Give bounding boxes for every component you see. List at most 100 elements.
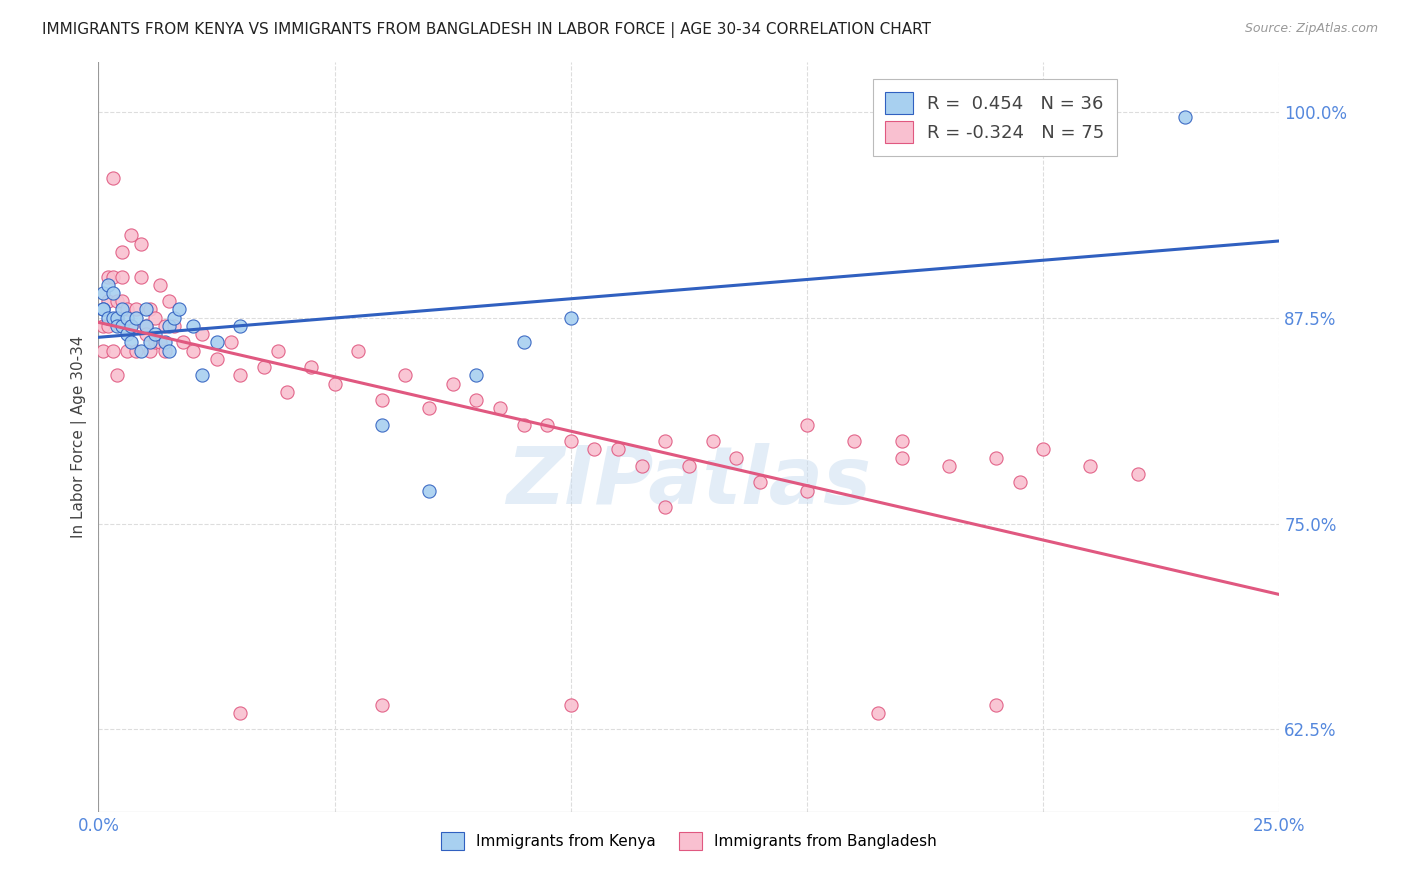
Point (153, 335, 176, 350)
Point (678, 458, 700, 473)
Point (129, 236, 152, 251)
Point (418, 401, 440, 416)
Point (748, 475, 770, 490)
Point (101, 170, 124, 185)
Point (111, 302, 134, 317)
Point (219, 335, 242, 350)
Point (181, 343, 204, 358)
Point (607, 442, 630, 457)
Point (97, 310, 120, 325)
Point (560, 310, 582, 325)
Point (121, 318, 143, 333)
Text: IMMIGRANTS FROM KENYA VS IMMIGRANTS FROM BANGLADESH IN LABOR FORCE | AGE 30-34 C: IMMIGRANTS FROM KENYA VS IMMIGRANTS FROM… (42, 22, 931, 38)
Point (347, 343, 370, 358)
Point (139, 335, 162, 350)
Point (489, 401, 512, 416)
Point (153, 343, 176, 358)
Point (91, 285, 114, 300)
Point (121, 335, 143, 350)
Point (115, 310, 138, 325)
Point (167, 302, 190, 317)
Point (536, 417, 558, 432)
Point (97, 318, 120, 333)
Point (205, 335, 228, 350)
Point (512, 335, 534, 350)
Point (111, 244, 134, 259)
Point (97, 277, 120, 292)
Point (105, 294, 128, 309)
Point (149, 335, 172, 350)
Point (115, 343, 138, 358)
Point (157, 343, 180, 358)
Point (984, 450, 1007, 465)
Point (143, 327, 166, 342)
Point (111, 269, 134, 284)
Text: Source: ZipAtlas.com: Source: ZipAtlas.com (1244, 22, 1378, 36)
Point (139, 302, 162, 317)
Point (583, 442, 606, 457)
Point (276, 384, 298, 399)
Point (139, 343, 162, 358)
Point (229, 706, 252, 720)
Point (1032, 442, 1054, 457)
Point (101, 343, 124, 358)
Point (157, 318, 180, 333)
Point (163, 310, 186, 325)
Point (91, 302, 114, 317)
Point (890, 434, 912, 449)
Point (371, 392, 394, 407)
Point (630, 458, 652, 473)
Point (163, 318, 186, 333)
Point (121, 318, 143, 333)
Point (97, 294, 120, 309)
Point (101, 310, 124, 325)
Point (105, 310, 128, 325)
Point (844, 434, 866, 449)
Point (654, 434, 676, 449)
Point (125, 302, 148, 317)
Point (157, 294, 180, 309)
Point (153, 318, 176, 333)
Point (560, 434, 582, 449)
Point (97, 269, 120, 284)
Point (299, 360, 322, 375)
Point (465, 368, 488, 383)
Point (91, 318, 114, 333)
Point (229, 318, 252, 333)
Point (560, 698, 582, 712)
Point (129, 269, 152, 284)
Point (229, 368, 252, 383)
Point (143, 335, 166, 350)
Point (205, 351, 228, 366)
Point (796, 417, 818, 432)
Point (267, 343, 290, 358)
Point (101, 269, 124, 284)
Text: ZIPatlas: ZIPatlas (506, 443, 872, 521)
Point (105, 318, 128, 333)
Point (149, 277, 172, 292)
Point (111, 318, 134, 333)
Point (105, 368, 128, 383)
Point (418, 483, 440, 498)
Point (702, 434, 724, 449)
Point (654, 500, 676, 514)
Point (115, 302, 138, 317)
Point (135, 318, 157, 333)
Point (111, 294, 134, 309)
Legend: Immigrants from Kenya, Immigrants from Bangladesh: Immigrants from Kenya, Immigrants from B… (434, 826, 943, 856)
Point (143, 310, 166, 325)
Point (866, 706, 889, 720)
Point (101, 285, 124, 300)
Point (938, 458, 960, 473)
Point (394, 368, 416, 383)
Point (1174, 110, 1197, 124)
Point (1008, 475, 1031, 490)
Point (121, 228, 143, 243)
Point (129, 343, 152, 358)
Point (371, 417, 394, 432)
Point (253, 360, 276, 375)
Point (191, 327, 214, 342)
Point (1126, 467, 1149, 482)
Point (890, 450, 912, 465)
Point (91, 343, 114, 358)
